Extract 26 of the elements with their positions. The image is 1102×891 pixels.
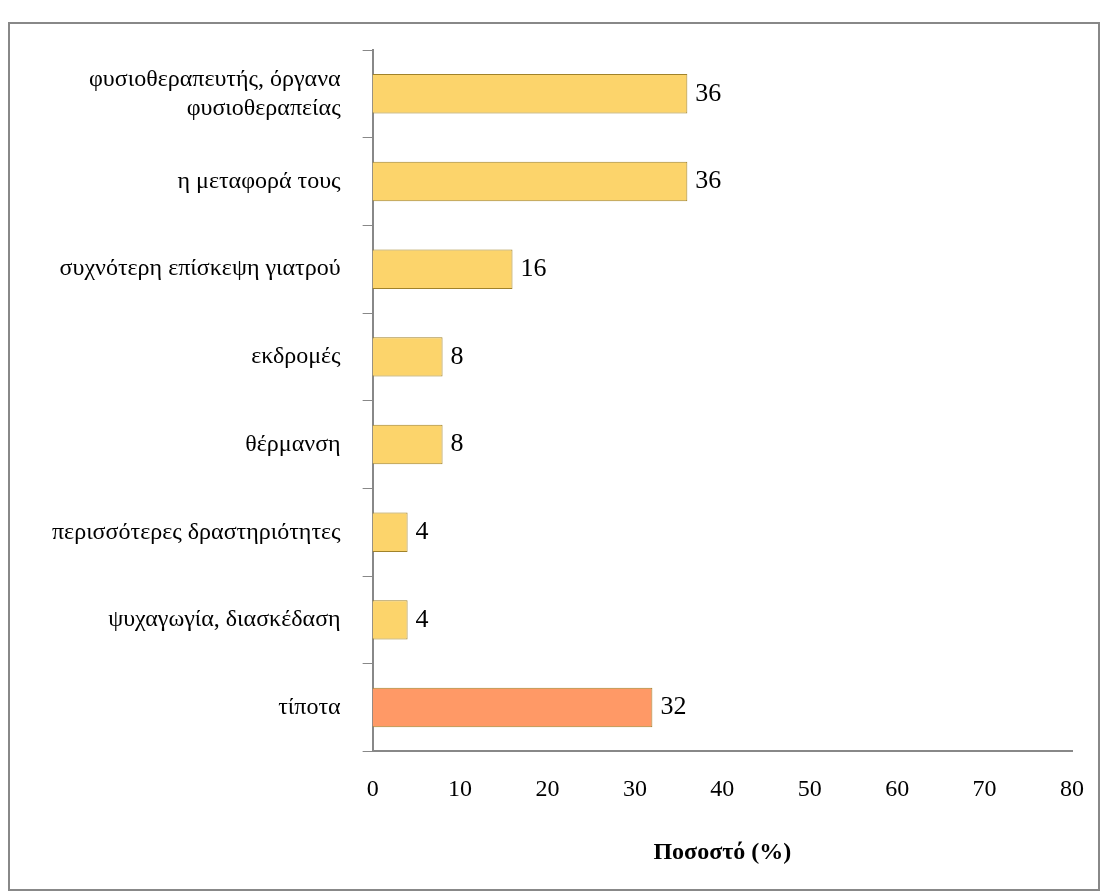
y-tick-label: τίποτα (278, 692, 342, 719)
data-label: 32 (660, 691, 687, 721)
data-label: 8 (450, 428, 464, 458)
x-tick-label: 80 (1060, 775, 1084, 802)
x-tick-label: 50 (797, 775, 822, 802)
x-tick-label: 30 (622, 775, 647, 802)
x-tick-label: 0 (366, 775, 379, 802)
x-tick-label: 60 (885, 775, 910, 802)
y-tick-label: φυσιοθεραπευτής, όργανα φυσιοθεραπείας (89, 64, 342, 120)
y-tick-label: θέρμανση (245, 429, 341, 456)
data-label: 36 (695, 77, 722, 107)
x-axis-title: Ποσοστό (%) (653, 837, 792, 864)
x-tick-label: 20 (535, 775, 560, 802)
y-tick-label: η μεταφορά τους (177, 166, 342, 193)
data-label: 8 (450, 340, 464, 370)
x-tick-label: 10 (448, 775, 473, 802)
y-tick-label: εκδρομές (251, 342, 342, 369)
data-label: 36 (695, 165, 722, 195)
x-tick-label: 40 (710, 775, 735, 802)
y-tick-label: περισσότερες δραστηριότητες (51, 517, 342, 544)
y-tick-label: ψυχαγωγία, διασκέδαση (108, 605, 341, 632)
data-label: 4 (415, 603, 429, 633)
data-label: 16 (520, 253, 547, 283)
y-tick-label: συχνότερη επίσκεψη γιατρού (59, 254, 341, 281)
data-label: 4 (415, 516, 429, 546)
x-tick-label: 70 (972, 775, 997, 802)
